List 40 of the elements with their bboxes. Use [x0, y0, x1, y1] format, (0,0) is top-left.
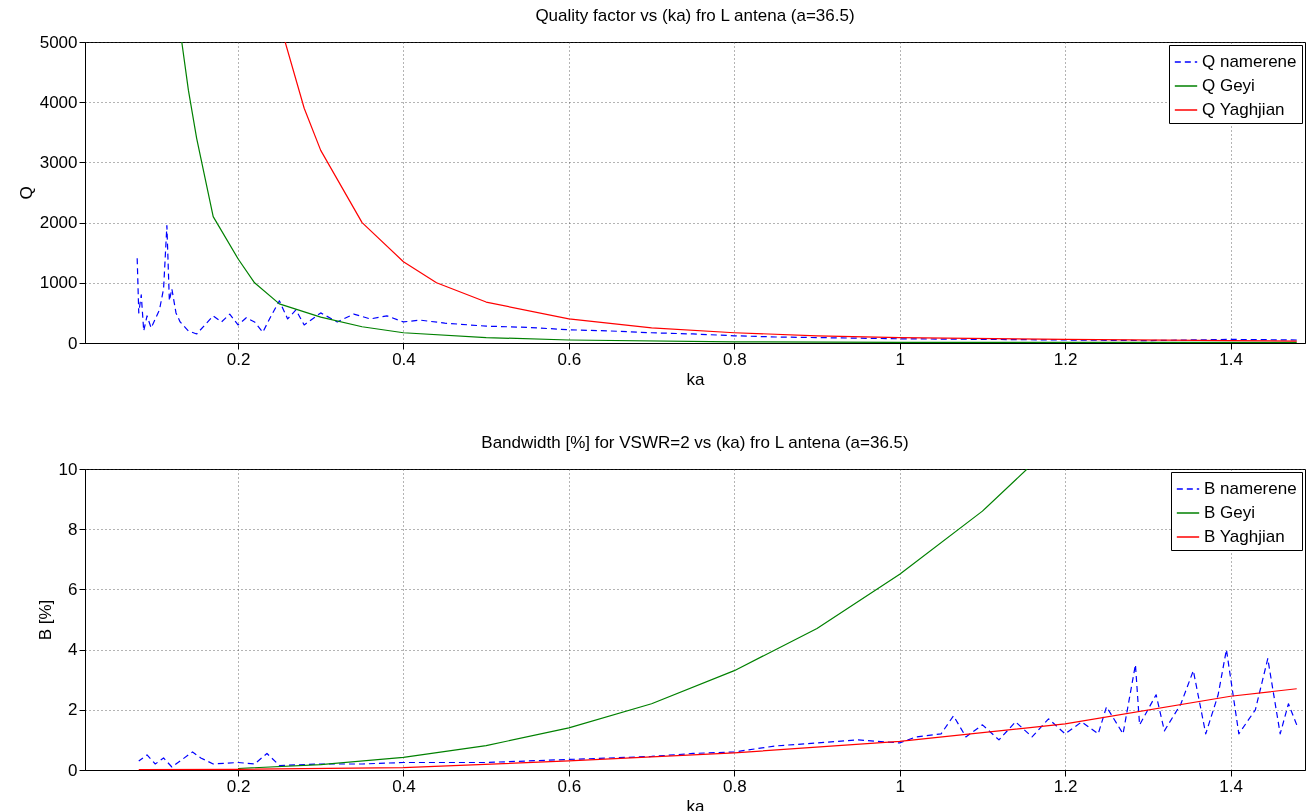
y-tick-label: 10: [58, 459, 78, 479]
x-tick-label: 1.2: [1053, 349, 1078, 369]
y-tick-label: 6: [68, 579, 78, 599]
legend-label: B Yaghjian: [1204, 527, 1285, 546]
x-tick-label: 0.2: [226, 349, 251, 369]
x-tick-label: 0.8: [722, 776, 747, 796]
y-tick-label: 1000: [39, 273, 78, 293]
x-tick-label: 1: [895, 349, 905, 369]
legend-label: Q Geyi: [1202, 76, 1255, 95]
x-axis-title: ka: [686, 796, 706, 811]
legend-label: Q Yaghjian: [1202, 100, 1285, 119]
x-tick-label: 1.4: [1219, 349, 1243, 369]
y-tick-label: 0: [68, 333, 78, 353]
y-tick-label: 4000: [39, 92, 78, 112]
y-tick-label: 5000: [39, 32, 78, 52]
line-series: [237, 469, 1028, 770]
y-tick-label: 4: [68, 640, 78, 660]
y-axis-title: B [%]: [35, 599, 55, 641]
x-tick-label: 0.2: [226, 776, 251, 796]
y-tick-label: 0: [68, 760, 78, 780]
x-tick-label: 1.4: [1219, 776, 1243, 796]
legend-label: B Geyi: [1204, 503, 1256, 522]
legend-label: B namerene: [1204, 479, 1297, 498]
x-tick-label: 0.8: [722, 349, 747, 369]
y-tick-label: 2000: [39, 213, 78, 233]
chart-title: Bandwidth [%] for VSWR=2 vs (ka) fro L antena (a=36.5): [481, 433, 909, 452]
x-tick-label: 1.2: [1053, 776, 1078, 796]
y-tick-label: 3000: [39, 152, 78, 172]
x-tick-label: 0.4: [392, 776, 416, 796]
line-series: [138, 688, 1298, 770]
x-tick-label: 0.6: [557, 776, 582, 796]
x-tick-label: 1: [895, 776, 905, 796]
x-tick-label: 0.6: [557, 349, 582, 369]
x-tick-label: 0.4: [392, 349, 416, 369]
x-axis-title: ka: [686, 369, 706, 389]
legend-label: Q namerene: [1202, 52, 1297, 71]
y-tick-label: 8: [68, 519, 78, 539]
y-tick-label: 2: [68, 700, 78, 720]
y-axis-title: Q: [16, 186, 36, 200]
chart-title: Quality factor vs (ka) fro L antena (a=36.5): [535, 6, 855, 25]
